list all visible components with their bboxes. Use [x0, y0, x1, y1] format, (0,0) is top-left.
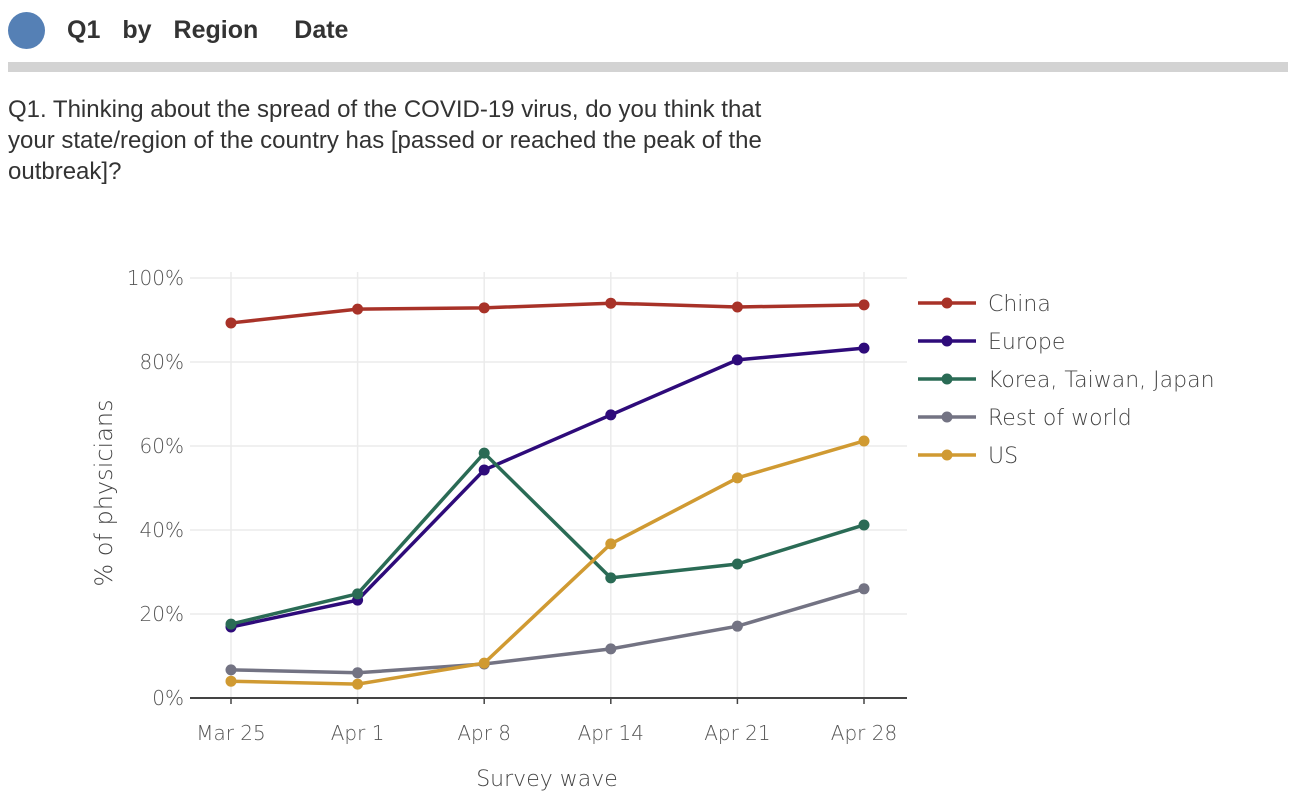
data-point — [478, 447, 490, 459]
data-point — [731, 301, 743, 313]
data-point — [858, 299, 870, 311]
header-q: Q1 — [67, 16, 101, 44]
legend-label: Rest of world — [988, 406, 1132, 431]
legend-swatch-point — [941, 411, 953, 423]
legend-label: US — [988, 444, 1018, 469]
data-point — [352, 678, 364, 690]
x-tick-label: Apr 1 — [331, 721, 385, 745]
data-point — [731, 620, 743, 632]
x-tick-label: Mar 25 — [196, 721, 266, 745]
data-point — [858, 342, 870, 354]
data-point — [478, 302, 490, 314]
legend-swatch-point — [941, 449, 953, 461]
data-point — [605, 643, 617, 655]
header-date[interactable]: Date — [294, 16, 349, 44]
data-point — [225, 664, 237, 676]
legend-label: China — [988, 292, 1051, 317]
series-line-us — [230, 439, 865, 686]
question-text: Q1. Thinking about the spread of the COV… — [8, 96, 762, 185]
data-point — [605, 297, 617, 309]
x-tick-label: Apr 8 — [457, 721, 511, 745]
header: Q1 by Region Date — [8, 12, 370, 49]
y-tick-label: 60% — [140, 434, 184, 458]
y-tick-label: 40% — [140, 518, 184, 542]
data-point — [858, 519, 870, 531]
header-by: by — [122, 16, 152, 44]
data-point — [225, 618, 237, 630]
data-point — [605, 538, 617, 550]
y-axis-label: % of physicians — [90, 399, 118, 586]
x-tick-label: Apr 14 — [578, 721, 644, 745]
series-line-china — [230, 301, 865, 325]
data-point — [858, 583, 870, 595]
data-point — [605, 572, 617, 584]
y-tick-label: 20% — [140, 602, 184, 626]
data-point — [352, 667, 364, 679]
x-tick-label: Apr 28 — [831, 721, 897, 745]
series-line-europe — [230, 346, 865, 629]
header-region[interactable]: Region — [173, 16, 259, 44]
legend-label: Europe — [988, 330, 1065, 355]
y-tick-label: 80% — [140, 350, 184, 374]
data-point — [731, 472, 743, 484]
series-line-rest-of-world — [230, 587, 865, 675]
data-point — [478, 657, 490, 669]
data-point — [731, 354, 743, 366]
x-tick-label: Apr 21 — [704, 721, 770, 745]
circle-icon — [8, 12, 45, 49]
legend-swatch-point — [941, 373, 953, 385]
data-point — [858, 435, 870, 447]
legend-swatch-point — [941, 335, 953, 347]
data-point — [352, 588, 364, 600]
y-tick-label: 0% — [152, 686, 184, 710]
data-point — [225, 317, 237, 329]
y-tick-label: 100% — [127, 266, 184, 290]
series-line-korea-taiwan-japan — [230, 450, 865, 626]
legend-swatch-point — [941, 297, 953, 309]
x-axis-label: Survey wave — [476, 767, 618, 792]
data-point — [731, 558, 743, 570]
data-point — [605, 409, 617, 421]
data-point — [225, 675, 237, 687]
legend-label: Korea, Taiwan, Japan — [988, 368, 1215, 393]
data-point — [352, 303, 364, 315]
data-point — [478, 464, 490, 476]
divider — [8, 62, 1288, 72]
